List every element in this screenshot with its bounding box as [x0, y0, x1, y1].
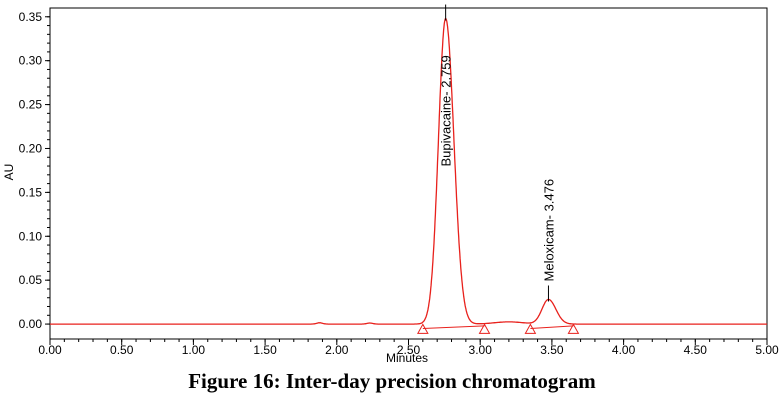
- x-tick-label: 4.00: [612, 343, 636, 357]
- x-tick-label: 3.50: [540, 343, 564, 357]
- y-tick-label: 0.20: [19, 141, 43, 155]
- chromatogram-chart: 0.00 0.05 0.10 0.15 0.20 0.25 0.30 0.35 0.00 0.5…: [2, 4, 779, 365]
- y-tick-label: 0.10: [19, 229, 43, 243]
- integration-marker: [567, 323, 580, 334]
- integration-baseline: [422, 325, 485, 329]
- chromatogram-trace: [50, 17, 767, 325]
- plot-frame: [49, 7, 768, 340]
- y-tick-label: 0.15: [19, 185, 43, 199]
- x-axis: 0.00 0.50 1.00 1.50 2.00 2.50 3.00 3.50 4.00 4.50…: [38, 339, 779, 357]
- x-tick-label: 3.00: [469, 343, 493, 357]
- figure-caption: Figure 16: Inter-day precision chromatog…: [188, 369, 596, 393]
- series-layer: [50, 17, 767, 325]
- peak-label: Bupivacaine- 2.759: [439, 55, 454, 166]
- y-axis-label: AU: [2, 164, 16, 181]
- peak-labels: Bupivacaine- 2.759 Meloxicam- 3.476: [439, 4, 556, 302]
- integration-markers: [416, 323, 580, 334]
- x-axis-label: Minutes: [386, 351, 428, 365]
- y-tick-label: 0.25: [19, 98, 43, 112]
- x-tick-label: 1.00: [182, 343, 206, 357]
- x-tick-label: 4.50: [684, 343, 708, 357]
- y-tick-label: 0.00: [19, 317, 43, 331]
- x-tick-label: 5.00: [755, 343, 779, 357]
- integration-marker: [524, 323, 537, 334]
- y-tick-label: 0.30: [19, 54, 43, 68]
- integration-marker: [416, 323, 429, 334]
- peak-label: Meloxicam- 3.476: [541, 179, 556, 282]
- y-tick-label: 0.05: [19, 273, 43, 287]
- y-axis: 0.00 0.05 0.10 0.15 0.20 0.25 0.30 0.35: [19, 10, 50, 331]
- plot-border: [49, 7, 768, 340]
- integration-baseline: [530, 325, 574, 329]
- x-tick-label: 2.50: [397, 343, 421, 357]
- x-tick-label: 0.50: [110, 343, 134, 357]
- x-tick-label: 0.00: [38, 343, 62, 357]
- y-tick-label: 0.35: [19, 10, 43, 24]
- x-tick-label: 2.00: [325, 343, 349, 357]
- x-tick-label: 1.50: [253, 343, 277, 357]
- integration-marker: [478, 323, 491, 334]
